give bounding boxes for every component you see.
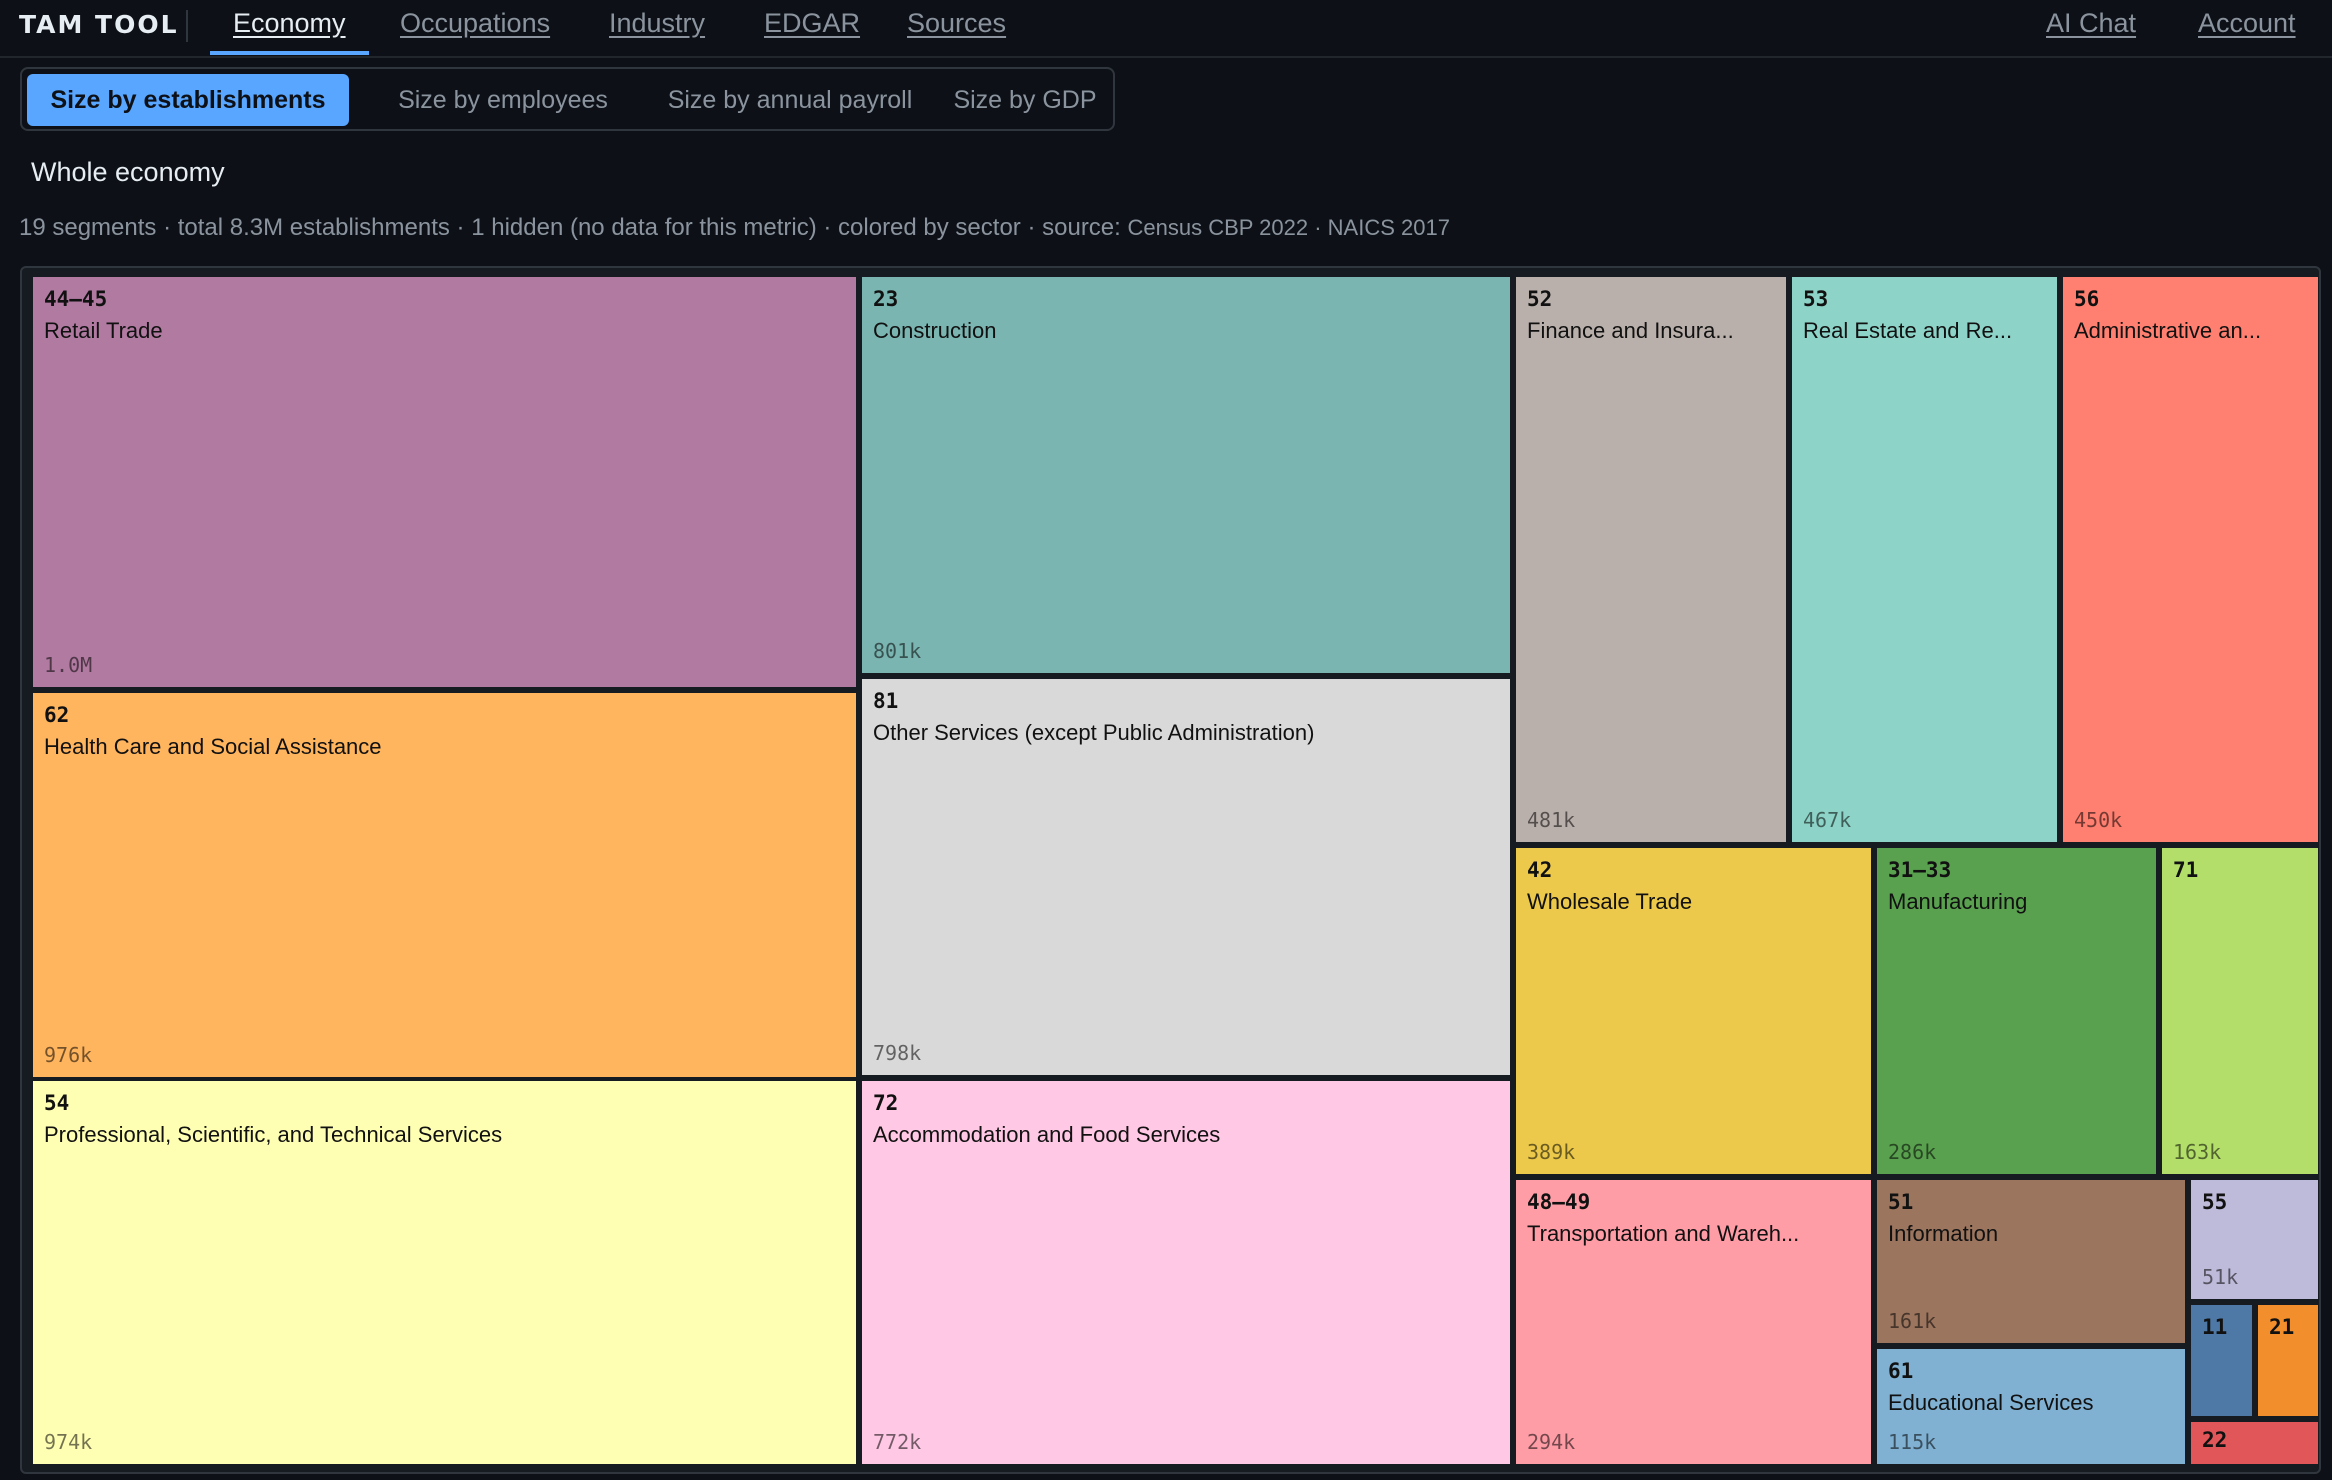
- nav-occupations[interactable]: Occupations: [400, 8, 551, 38]
- nav-ai-chat[interactable]: AI Chat: [2046, 8, 2137, 38]
- nav-sources[interactable]: Sources: [907, 8, 1007, 38]
- segment-code: 23: [873, 287, 899, 311]
- segment-value: 974k: [44, 1430, 93, 1454]
- segment-name: Transportation and Wareh...: [1527, 1221, 1800, 1246]
- nav-industry[interactable]: Industry: [609, 8, 706, 38]
- treemap-cell[interactable]: 62 Health Care and Social Assistance 976…: [33, 693, 856, 1077]
- segment-name: Retail Trade: [44, 318, 163, 343]
- size-by-annual-payroll-button[interactable]: Size by annual payroll: [667, 86, 913, 114]
- active-tab-indicator: [210, 51, 369, 55]
- segment-value: 51k: [2202, 1265, 2239, 1289]
- treemap-cell[interactable]: 56 Administrative an... 450k: [2063, 277, 2318, 842]
- segment-code: 54: [44, 1091, 70, 1115]
- size-by-employees-button[interactable]: Size by employees: [398, 86, 608, 114]
- segment-name: Educational Services: [1888, 1390, 2094, 1415]
- segment-value: 294k: [1527, 1430, 1576, 1454]
- summary-text: 19 segments · total 8.3M establishments …: [19, 214, 1128, 241]
- treemap-cell[interactable]: 55 51k: [2191, 1180, 2318, 1299]
- page-subtitle: Whole economy: [31, 157, 225, 187]
- segment-name: Administrative an...: [2074, 318, 2262, 343]
- segment-name: Manufacturing: [1888, 889, 2028, 914]
- treemap-cell[interactable]: 72 Accommodation and Food Services 772k: [862, 1081, 1510, 1464]
- segment-code: 48–49: [1527, 1190, 1591, 1214]
- segment-value: 467k: [1803, 808, 1852, 832]
- treemap-cell[interactable]: 44–45 Retail Trade 1.0M: [33, 277, 856, 687]
- nav-edgar[interactable]: EDGAR: [764, 8, 861, 38]
- segment-name: Wholesale Trade: [1527, 889, 1693, 914]
- nav-economy[interactable]: Economy: [233, 8, 346, 38]
- treemap-cell[interactable]: 11: [2191, 1305, 2252, 1416]
- treemap-cell[interactable]: 61 Educational Services 115k: [1877, 1349, 2185, 1464]
- treemap-cell[interactable]: 21: [2258, 1305, 2318, 1416]
- top-nav: TAM TOOL Economy Occupations Industry ED…: [0, 0, 2332, 58]
- size-by-establishments-button[interactable]: Size by establishments: [27, 74, 349, 126]
- segment-name: Accommodation and Food Services: [873, 1122, 1221, 1147]
- treemap-cell[interactable]: 48–49 Transportation and Wareh... 294k: [1516, 1180, 1871, 1464]
- segment-code: 71: [2173, 858, 2199, 882]
- segment-code: 44–45: [44, 287, 108, 311]
- segment-code: 56: [2074, 287, 2100, 311]
- segment-name: Other Services (except Public Administra…: [873, 720, 1315, 745]
- segment-value: 772k: [873, 1430, 922, 1454]
- treemap-cell[interactable]: 31–33 Manufacturing 286k: [1877, 848, 2156, 1174]
- segment-code: 62: [44, 703, 70, 727]
- segment-code: 22: [2202, 1428, 2228, 1452]
- segment-code: 61: [1888, 1359, 1914, 1383]
- segment-name: Finance and Insura...: [1527, 318, 1734, 343]
- segment-code: 31–33: [1888, 858, 1952, 882]
- segment-code: 55: [2202, 1190, 2228, 1214]
- segment-value: 1.0M: [44, 653, 93, 677]
- brand-logo[interactable]: TAM TOOL: [19, 10, 179, 39]
- segment-code: 11: [2202, 1315, 2228, 1339]
- treemap-cell[interactable]: 42 Wholesale Trade 389k: [1516, 848, 1871, 1174]
- segment-code: 51: [1888, 1190, 1914, 1214]
- segment-code: 81: [873, 689, 899, 713]
- size-mode-selector: Size by establishments Size by employees…: [20, 67, 1115, 131]
- segment-value: 481k: [1527, 808, 1576, 832]
- segment-value: 976k: [44, 1043, 93, 1067]
- segment-value: 163k: [2173, 1140, 2222, 1164]
- treemap-cell[interactable]: 53 Real Estate and Re... 467k: [1792, 277, 2057, 842]
- nav-account[interactable]: Account: [2198, 8, 2296, 38]
- segment-code: 21: [2269, 1315, 2295, 1339]
- treemap-cell[interactable]: 81 Other Services (except Public Adminis…: [862, 679, 1510, 1075]
- treemap-cell[interactable]: 71 163k: [2162, 848, 2318, 1174]
- treemap-cell[interactable]: 52 Finance and Insura... 481k: [1516, 277, 1786, 842]
- treemap-cell[interactable]: 54 Professional, Scientific, and Technic…: [33, 1081, 856, 1464]
- segment-code: 52: [1527, 287, 1553, 311]
- segment-value: 450k: [2074, 808, 2123, 832]
- segment-value: 286k: [1888, 1140, 1937, 1164]
- segment-value: 115k: [1888, 1430, 1937, 1454]
- treemap-summary: 19 segments · total 8.3M establishments …: [19, 214, 1450, 242]
- size-by-gdp-button[interactable]: Size by GDP: [953, 86, 1097, 114]
- nav-divider: [186, 10, 188, 42]
- treemap-cell[interactable]: 23 Construction 801k: [862, 277, 1510, 673]
- treemap-cell[interactable]: 51 Information 161k: [1877, 1180, 2185, 1343]
- segment-code: 53: [1803, 287, 1829, 311]
- segment-name: Real Estate and Re...: [1803, 318, 2013, 343]
- segment-name: Information: [1888, 1221, 1999, 1246]
- segment-code: 72: [873, 1091, 899, 1115]
- segment-name: Construction: [873, 318, 997, 343]
- segment-value: 798k: [873, 1041, 922, 1065]
- segment-code: 42: [1527, 858, 1553, 882]
- segment-name: Health Care and Social Assistance: [44, 734, 382, 759]
- source-text: Census CBP 2022 · NAICS 2017: [1127, 215, 1450, 240]
- segment-name: Professional, Scientific, and Technical …: [44, 1122, 503, 1147]
- treemap-cell[interactable]: 22: [2191, 1422, 2318, 1464]
- segment-value: 389k: [1527, 1140, 1576, 1164]
- sector-treemap: 44–45 Retail Trade 1.0M 62 Health Care a…: [20, 266, 2321, 1474]
- segment-value: 801k: [873, 639, 922, 663]
- segment-value: 161k: [1888, 1309, 1937, 1333]
